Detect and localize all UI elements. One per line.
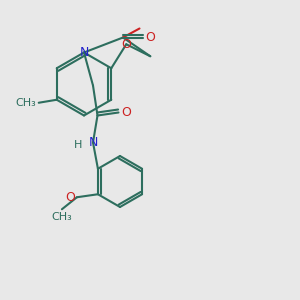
Text: N: N xyxy=(79,46,89,59)
Text: O: O xyxy=(122,106,131,119)
Text: O: O xyxy=(146,31,155,44)
Text: H: H xyxy=(74,140,82,151)
Text: N: N xyxy=(88,136,98,149)
Text: O: O xyxy=(65,191,75,204)
Text: CH₃: CH₃ xyxy=(15,98,36,108)
Text: CH₃: CH₃ xyxy=(52,212,72,222)
Text: O: O xyxy=(121,38,131,51)
